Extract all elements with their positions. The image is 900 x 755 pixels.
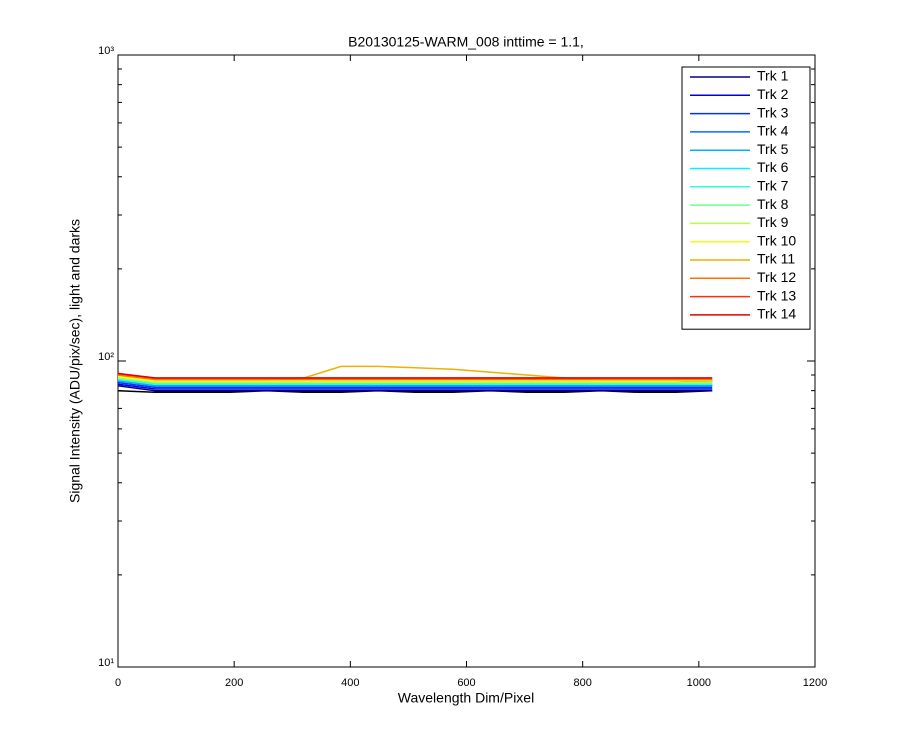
legend-label: Trk 5 [757, 141, 789, 157]
legend-label: Trk 12 [757, 269, 796, 285]
y-tick-label: 10² [98, 351, 114, 363]
legend-label: Trk 4 [757, 123, 789, 139]
legend-label: Trk 10 [757, 232, 796, 248]
series-line [117, 372, 713, 379]
legend-label: Trk 2 [757, 86, 789, 102]
chart-title: B20130125-WARM_008 inttime = 1.1, [348, 34, 584, 50]
x-axis-label: Wavelength Dim/Pixel [398, 690, 534, 706]
x-tick-label: 800 [573, 677, 591, 689]
legend-label: Trk 3 [757, 104, 789, 120]
series-line [117, 383, 713, 390]
legend-label: Trk 13 [757, 287, 796, 303]
y-axis-label: Signal Intensity (ADU/pix/sec), light an… [67, 219, 83, 503]
legend-label: Trk 6 [757, 159, 789, 175]
y-tick-label: 10¹ [98, 657, 114, 669]
x-tick-label: 400 [341, 677, 359, 689]
series-line [117, 385, 713, 392]
legend [681, 66, 811, 330]
x-tick-label: 1000 [687, 677, 711, 689]
legend-label: Trk 1 [757, 68, 789, 84]
legend-label: Trk 11 [757, 251, 795, 267]
x-tick-label: 600 [457, 677, 475, 689]
legend-label: Trk 8 [757, 196, 789, 212]
y-tick-label: 10³ [98, 45, 114, 57]
x-tick-label: 200 [225, 677, 243, 689]
legend-label: Trk 7 [757, 178, 789, 194]
legend-label: Trk 9 [757, 214, 789, 230]
legend-label: Trk 14 [757, 306, 796, 322]
x-tick-label: 1200 [803, 677, 827, 689]
series-line [117, 378, 713, 385]
series-line [117, 377, 713, 384]
series-line [117, 380, 713, 387]
x-tick-label: 0 [115, 677, 121, 689]
series-line [117, 375, 713, 382]
series-line [117, 374, 713, 381]
series-line [117, 381, 713, 389]
